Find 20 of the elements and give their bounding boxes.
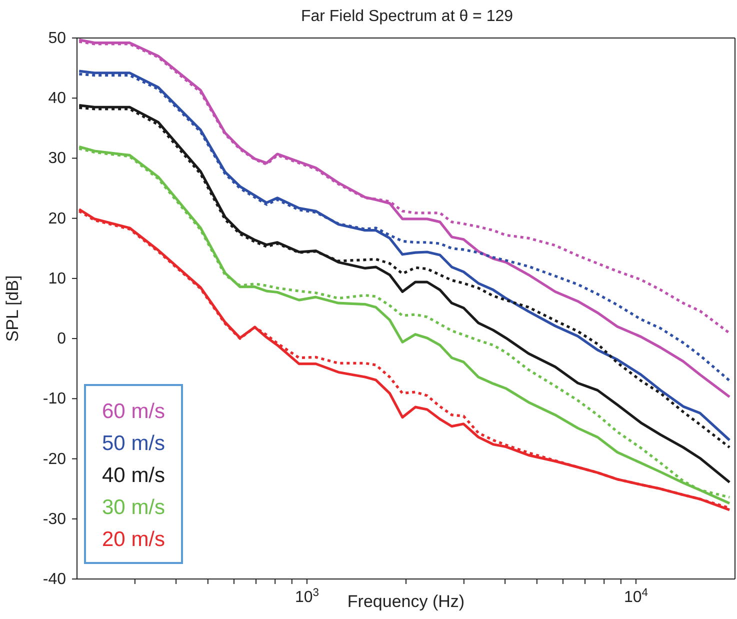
- y-axis-title: SPL [dB]: [3, 275, 22, 342]
- y-tick-label: 0: [57, 330, 66, 348]
- y-tick-label: -30: [42, 510, 66, 528]
- text: 50 m/s: [102, 431, 166, 457]
- text: 20 m/s: [102, 527, 166, 553]
- x-tick-label: 10$^{4}$: [624, 587, 648, 606]
- chart-title: Far Field Spectrum at θ = 129: [300, 8, 514, 26]
- y-tick-label: 40: [48, 90, 66, 108]
- y-tick-label: 50: [48, 30, 66, 47]
- y-tick-label: 20: [48, 210, 66, 228]
- y-tick-label: -20: [42, 450, 66, 468]
- y-tick-label: -40: [42, 571, 66, 588]
- y-tick-label: -10: [42, 390, 66, 408]
- text: 40 m/s: [102, 463, 166, 489]
- y-tick-label: 30: [48, 150, 66, 168]
- text: 30 m/s: [102, 495, 166, 521]
- y-tick-label: 10: [48, 270, 66, 288]
- x-axis-title: Frequency (Hz): [347, 592, 465, 611]
- x-tick-label: 10$^{3}$: [294, 587, 319, 606]
- text: 60 m/s: [102, 399, 166, 425]
